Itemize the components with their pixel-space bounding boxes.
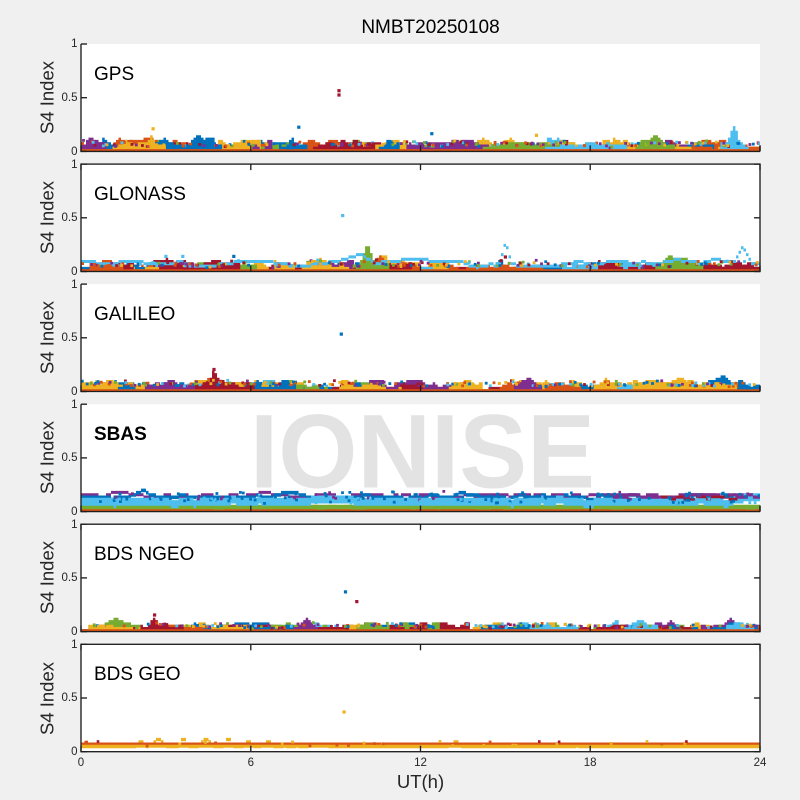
svg-text:IONISE: IONISE xyxy=(250,393,595,510)
